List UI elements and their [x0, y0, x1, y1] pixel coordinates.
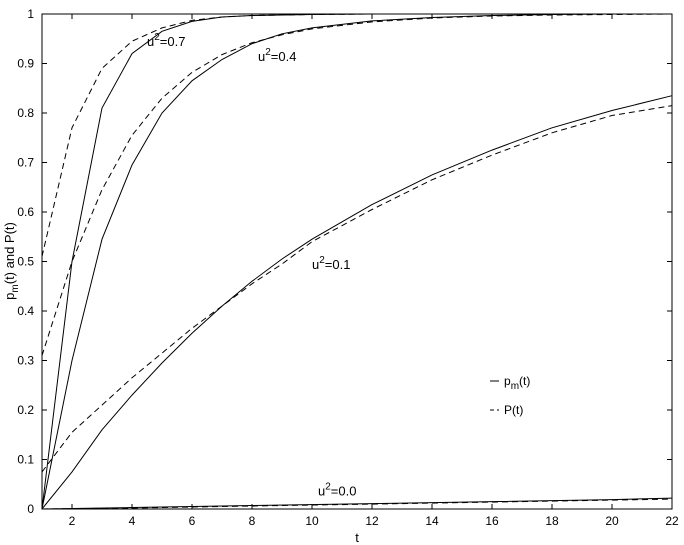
series-line-dashed: [41, 105, 673, 473]
y-tick-label: 1: [27, 7, 34, 21]
x-tick-label: 20: [605, 514, 619, 528]
curve-label-base: u: [318, 484, 325, 499]
legend-label-subscript: m: [511, 381, 519, 392]
curve-label-base: u: [258, 49, 265, 64]
x-tick-label: 8: [249, 514, 256, 528]
x-tick-label: 16: [485, 514, 499, 528]
x-tick-label: 12: [365, 514, 379, 528]
plot-frame: [41, 13, 673, 510]
curve-label-superscript: 2: [265, 47, 271, 58]
x-tick-label: 14: [425, 514, 439, 528]
curve-label-superscript: 2: [154, 32, 160, 43]
y-axis-label-subscript: m: [10, 284, 21, 292]
curve-label-value: =0.7: [160, 34, 186, 49]
y-tick-label: 0.5: [17, 255, 34, 269]
curve-label-base: u: [312, 257, 319, 272]
legend: pm(t) P(t): [490, 374, 530, 417]
y-tick-label: 0.2: [17, 403, 34, 417]
curve-label: u2=0.1: [312, 255, 350, 272]
series-line-solid: [41, 95, 673, 510]
x-axis-label: t: [355, 530, 359, 545]
series-line-solid: [41, 13, 672, 510]
x-tick-label: 4: [129, 514, 136, 528]
y-tick-label: 0.1: [17, 453, 34, 467]
series-line-dashed: [41, 498, 673, 510]
x-tick-label: 10: [305, 514, 319, 528]
legend-label: P(t): [504, 403, 523, 417]
y-tick-label: 0.4: [17, 304, 34, 318]
y-tick-label: 0: [27, 502, 34, 516]
legend-label: pm(t): [504, 374, 530, 392]
axis-ticks: 2 4 6 8 10 12 14 16 18 20 2200.10.20.30.40.50.60.7…: [17, 7, 679, 528]
curve-label-base: u: [147, 34, 154, 49]
y-axis-label-prefix: p: [2, 293, 17, 300]
x-tick-label: 22: [665, 514, 679, 528]
series-line-dashed: [41, 13, 673, 356]
curve-annotations: u2=0.7u2=0.4u2=0.1u2=0.0: [147, 32, 356, 498]
series-line-solid: [41, 13, 672, 510]
y-tick-label: 0.9: [17, 57, 34, 71]
legend-label-base: p: [504, 374, 511, 388]
curve-label-superscript: 2: [319, 255, 325, 266]
y-tick-label: 0.6: [17, 205, 34, 219]
curve-label-value: =0.4: [271, 49, 297, 64]
curve-label: u2=0.4: [258, 47, 296, 64]
x-tick-label: 6: [189, 514, 196, 528]
y-tick-label: 0.8: [17, 106, 34, 120]
x-tick-label: 2: [69, 514, 76, 528]
curve-label: u2=0.7: [147, 32, 185, 49]
y-tick-label: 0.3: [17, 354, 34, 368]
y-axis-label-suffix: (t) and P(t): [2, 222, 17, 284]
chart-series: [41, 13, 673, 510]
y-axis-label: pm(t) and P(t): [2, 222, 21, 300]
series-line-solid: [41, 497, 673, 510]
curve-label: u2=0.0: [318, 482, 356, 499]
series-line-dashed: [41, 13, 672, 257]
legend-label-base: P(t): [504, 403, 523, 417]
curve-label-superscript: 2: [325, 482, 331, 493]
x-tick-label: 18: [545, 514, 559, 528]
curve-label-value: =0.1: [325, 257, 351, 272]
legend-label-suffix: (t): [519, 374, 530, 388]
curve-label-value: =0.0: [331, 484, 357, 499]
y-tick-label: 0.7: [17, 156, 34, 170]
